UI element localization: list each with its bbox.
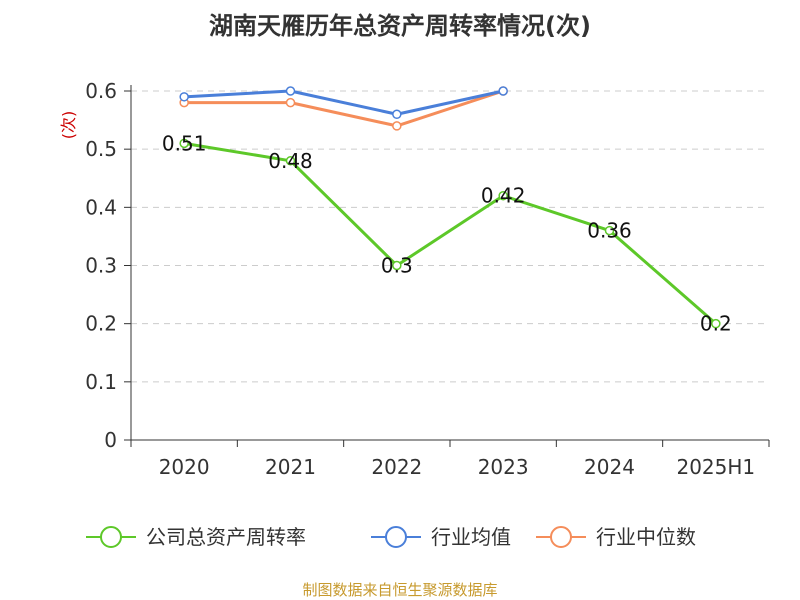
- x-tick-label: 2023: [478, 455, 529, 479]
- y-tick-label: 0.2: [85, 312, 117, 336]
- chart-title: 湖南天雁历年总资产周转率情况(次): [209, 12, 591, 40]
- data-point: [179, 138, 189, 149]
- x-tick-label: 2021: [265, 455, 316, 479]
- data-label: 0.2: [700, 312, 732, 336]
- y-tick-label: 0.4: [85, 195, 117, 219]
- data-point: [285, 97, 296, 108]
- y-tick-label: 0.5: [85, 137, 117, 161]
- x-tick-label: 2020: [159, 455, 210, 479]
- series-layer: [179, 86, 721, 329]
- legend: 公司总资产周转率 行业均值 行业中位数: [86, 525, 696, 549]
- data-label: 0.48: [268, 149, 313, 173]
- legend-marker: [385, 526, 407, 548]
- series-line: [184, 89, 504, 128]
- legend-label: 行业均值: [431, 525, 511, 549]
- data-point: [604, 225, 615, 236]
- data-point: [285, 86, 296, 96]
- data-point: [711, 318, 721, 329]
- data-point: [392, 121, 402, 131]
- y-tick-label: 0.3: [85, 254, 117, 278]
- y-axis-label: (次): [59, 111, 78, 140]
- data-point: [179, 92, 189, 102]
- source-note: 制图数据来自恒生聚源数据库: [302, 581, 497, 599]
- legend-marker: [550, 526, 572, 548]
- data-point: [392, 260, 402, 271]
- series-line: [184, 89, 504, 116]
- gridlines: [131, 90, 769, 383]
- x-tick-label: 2022: [371, 455, 422, 479]
- series-line: [183, 141, 717, 325]
- data-label: 0.42: [481, 184, 526, 208]
- axes: 0 0.1 0.2 0.3 0.4 0.5 0.6 2020 2021 2022 2023 2024 2…: [85, 79, 770, 479]
- legend-label: 行业中位数: [596, 525, 696, 549]
- legend-label: 公司总资产周转率: [146, 525, 306, 549]
- data-label: 0.51: [162, 131, 207, 155]
- data-label: 0.36: [587, 219, 632, 243]
- data-point: [285, 156, 296, 166]
- data-labels: 0.51 0.48 0.3 0.42 0.36 0.2: [162, 131, 732, 335]
- data-point: [498, 190, 508, 201]
- data-point: [392, 109, 402, 120]
- y-tick-label: 0.6: [85, 79, 117, 103]
- legend-marker: [100, 526, 122, 548]
- data-label: 0.3: [381, 254, 413, 278]
- y-tick-label: 0: [104, 428, 117, 452]
- x-tick-label: 2025H1: [676, 455, 755, 479]
- y-tick-label: 0.1: [85, 370, 117, 394]
- x-tick-label: 2024: [584, 455, 635, 479]
- data-point: [498, 86, 508, 96]
